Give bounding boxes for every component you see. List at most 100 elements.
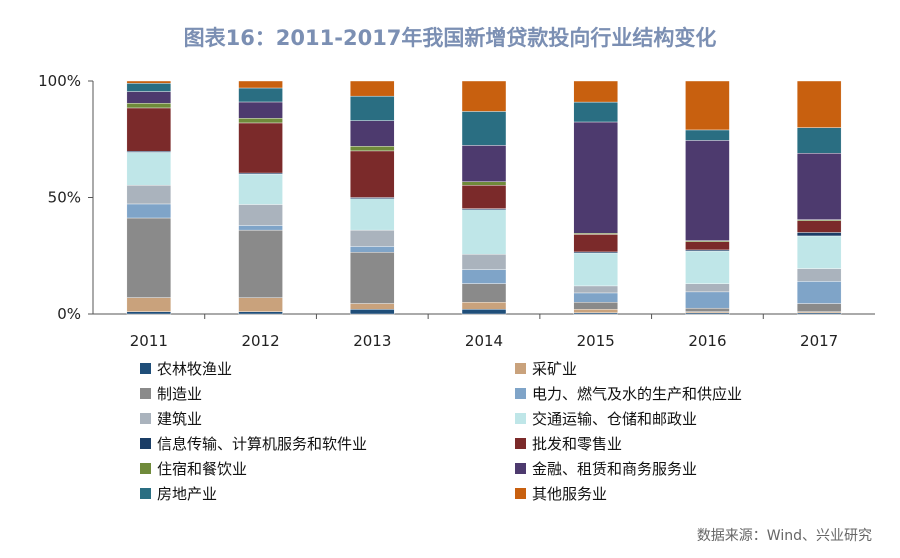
legend-label-6: 信息传输、计算机服务和软件业 bbox=[157, 435, 367, 453]
bar-segment-2012-0 bbox=[238, 311, 283, 315]
legend-swatch-3 bbox=[515, 388, 526, 399]
bar-segment-2015-3 bbox=[573, 292, 618, 303]
legend-swatch-1 bbox=[515, 363, 526, 374]
bar-segment-2012-5 bbox=[238, 173, 283, 205]
legend-swatch-8 bbox=[140, 463, 151, 474]
legend-label-10: 房地产业 bbox=[157, 485, 217, 503]
x-tick-label-2014: 2014 bbox=[465, 332, 503, 350]
y-axis: 0% 50% 100% bbox=[38, 72, 93, 323]
bar-segment-2012-9 bbox=[238, 101, 283, 119]
legend-swatch-0 bbox=[140, 363, 151, 374]
legend-label-1: 采矿业 bbox=[532, 360, 577, 378]
legend-swatch-9 bbox=[515, 463, 526, 474]
bar-segment-2011-1 bbox=[126, 297, 172, 312]
bar-segment-2017-2 bbox=[796, 303, 842, 312]
bar-segment-2017-7 bbox=[796, 220, 842, 233]
y-tick-label: 0% bbox=[57, 305, 81, 323]
bar-segment-2014-5 bbox=[461, 209, 507, 255]
bar-segment-2014-10 bbox=[461, 111, 507, 146]
bar-segment-2013-8 bbox=[350, 146, 395, 152]
legend-label-2: 制造业 bbox=[157, 385, 202, 403]
bar-segment-2016-4 bbox=[685, 283, 730, 293]
bar-segment-2016-5 bbox=[685, 250, 730, 284]
bar-segment-2013-7 bbox=[350, 150, 395, 198]
bar-segment-2013-9 bbox=[350, 120, 395, 147]
bar-segment-2014-8 bbox=[461, 181, 507, 186]
bar-segment-2013-5 bbox=[350, 198, 395, 231]
bar-segment-2012-4 bbox=[238, 204, 283, 226]
bar-segment-2014-0 bbox=[461, 309, 507, 315]
bar-segment-2016-2 bbox=[685, 307, 730, 312]
y-tick-label: 100% bbox=[38, 72, 81, 90]
x-tick-label-2015: 2015 bbox=[577, 332, 615, 350]
x-tick-label-2013: 2013 bbox=[353, 332, 391, 350]
bar-segment-2014-1 bbox=[461, 302, 507, 310]
bar-segment-2017-9 bbox=[796, 153, 842, 220]
legend-swatch-2 bbox=[140, 388, 151, 399]
legend-swatch-5 bbox=[515, 413, 526, 424]
legend-label-5: 交通运输、仓储和邮政业 bbox=[532, 410, 697, 428]
legend-label-4: 建筑业 bbox=[157, 410, 202, 428]
bar-segment-2015-1 bbox=[573, 309, 618, 314]
bar-segment-2015-5 bbox=[573, 252, 618, 287]
bar-segment-2014-4 bbox=[461, 254, 507, 270]
bar-segment-2012-7 bbox=[238, 122, 283, 174]
legend-label-3: 电力、燃气及水的生产和供应业 bbox=[532, 385, 742, 403]
bar-segment-2017-10 bbox=[796, 127, 842, 154]
bar-segment-2016-3 bbox=[685, 291, 730, 309]
bar-segment-2012-2 bbox=[238, 229, 283, 298]
bar-segment-2016-10 bbox=[685, 129, 730, 141]
x-tick-label-2011: 2011 bbox=[130, 332, 168, 350]
bar-segment-2014-3 bbox=[461, 269, 507, 284]
bar-segment-2011-11 bbox=[126, 80, 172, 84]
bar-segment-2014-2 bbox=[461, 283, 507, 303]
bar-segment-2017-6 bbox=[796, 232, 842, 237]
bar-segment-2016-7 bbox=[685, 241, 730, 251]
legend-label-0: 农林牧渔业 bbox=[157, 360, 232, 378]
bar-segment-2011-0 bbox=[126, 311, 172, 315]
bar-segment-2013-3 bbox=[350, 246, 395, 253]
bar-segment-2012-10 bbox=[238, 87, 283, 103]
legend-swatch-7 bbox=[515, 438, 526, 449]
bar-segment-2013-4 bbox=[350, 229, 395, 247]
bar-segment-2011-9 bbox=[126, 91, 172, 104]
y-tick-label: 50% bbox=[48, 189, 81, 207]
x-tick-label-2012: 2012 bbox=[241, 332, 279, 350]
legend-swatch-6 bbox=[140, 438, 151, 449]
bar-segment-2017-5 bbox=[796, 235, 842, 269]
legend-label-8: 住宿和餐饮业 bbox=[157, 460, 247, 478]
bar-segment-2015-10 bbox=[573, 101, 618, 123]
source-note: 数据来源：Wind、兴业研究 bbox=[697, 528, 872, 544]
bar-segment-2013-11 bbox=[350, 80, 395, 97]
bar-segment-2011-3 bbox=[126, 203, 172, 219]
bar-segment-2012-11 bbox=[238, 80, 283, 89]
chart-title: 图表16：2011-2017年我国新增贷款投向行业结构变化 bbox=[184, 26, 717, 50]
bar-segment-2012-8 bbox=[238, 118, 283, 124]
bar-segment-2015-2 bbox=[573, 302, 618, 310]
legend-swatch-11 bbox=[515, 488, 526, 499]
bar-segment-2015-7 bbox=[573, 234, 618, 253]
bar-segment-2014-9 bbox=[461, 145, 507, 182]
bar-segment-2014-7 bbox=[461, 185, 507, 209]
bar-segment-2016-9 bbox=[685, 140, 730, 241]
bar-segment-2012-1 bbox=[238, 297, 283, 312]
bar-segment-2011-8 bbox=[126, 103, 172, 109]
bar-segment-2011-2 bbox=[126, 217, 172, 298]
bar-segment-2017-4 bbox=[796, 268, 842, 282]
x-tick-label-2016: 2016 bbox=[688, 332, 726, 350]
bar-segment-2011-5 bbox=[126, 152, 172, 186]
legend-label-7: 批发和零售业 bbox=[532, 435, 622, 453]
bar-segment-2013-0 bbox=[350, 309, 395, 315]
x-axis: 2011 2012 2013 2014 2015 2016 2017 bbox=[130, 314, 838, 350]
legend-swatch-4 bbox=[140, 413, 151, 424]
bar-segment-2011-10 bbox=[126, 83, 172, 92]
legend-label-9: 金融、租赁和商务服务业 bbox=[532, 460, 697, 478]
bar-segment-2013-1 bbox=[350, 303, 395, 310]
bar-segment-2017-11 bbox=[796, 80, 842, 128]
bar-segment-2016-11 bbox=[685, 80, 730, 131]
bars bbox=[126, 80, 842, 315]
legend-swatch-10 bbox=[140, 488, 151, 499]
bar-segment-2015-9 bbox=[573, 121, 618, 234]
